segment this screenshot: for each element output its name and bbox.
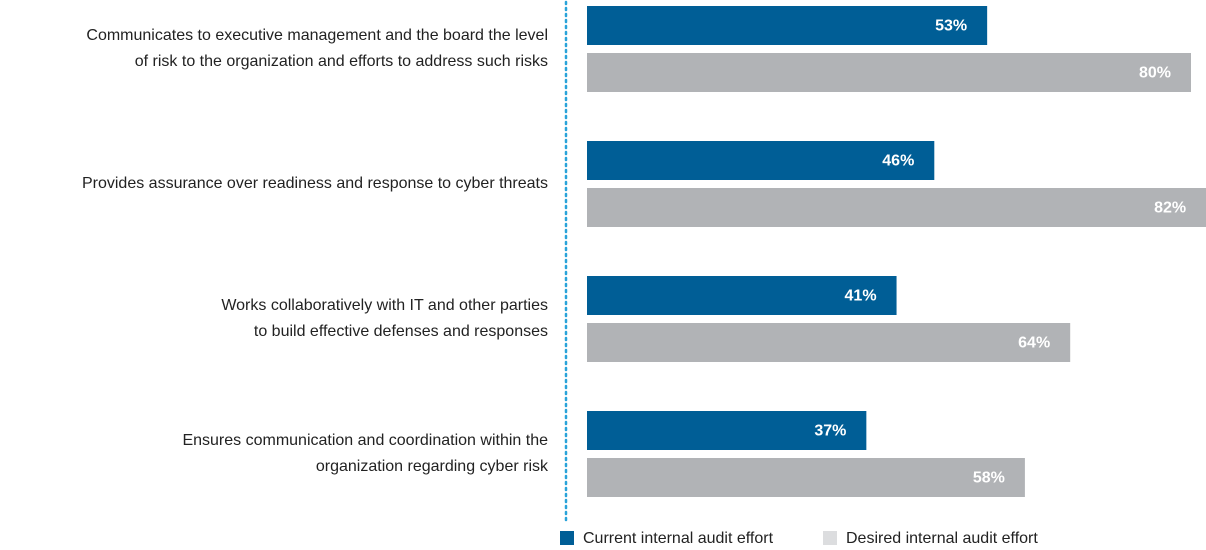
legend-label: Desired internal audit effort bbox=[846, 530, 1038, 547]
bar bbox=[587, 141, 935, 180]
value-label: 64% bbox=[1018, 335, 1050, 352]
legend-swatch bbox=[823, 531, 837, 545]
value-label: 82% bbox=[1154, 200, 1186, 217]
category-label: Communicates to executive management and… bbox=[86, 27, 548, 44]
bar bbox=[587, 53, 1191, 92]
value-label: 46% bbox=[882, 153, 914, 170]
bar bbox=[587, 458, 1025, 497]
legend-swatch bbox=[560, 531, 574, 545]
value-label: 41% bbox=[845, 288, 877, 305]
value-label: 58% bbox=[973, 470, 1005, 487]
bar bbox=[587, 411, 867, 450]
legend-label: Current internal audit effort bbox=[583, 530, 774, 547]
category-label: Ensures communication and coordination w… bbox=[182, 432, 548, 449]
bar bbox=[587, 188, 1206, 227]
category-label: of risk to the organization and efforts … bbox=[135, 53, 548, 70]
bar bbox=[587, 276, 897, 315]
value-label: 80% bbox=[1139, 65, 1171, 82]
bar bbox=[587, 6, 988, 45]
value-label: 53% bbox=[935, 18, 967, 35]
value-label: 37% bbox=[814, 423, 846, 440]
category-label: Works collaboratively with IT and other … bbox=[221, 297, 548, 314]
category-label: organization regarding cyber risk bbox=[316, 458, 549, 475]
category-label: Provides assurance over readiness and re… bbox=[82, 175, 548, 192]
bar bbox=[587, 323, 1071, 362]
category-label: to build effective defenses and response… bbox=[254, 323, 548, 340]
